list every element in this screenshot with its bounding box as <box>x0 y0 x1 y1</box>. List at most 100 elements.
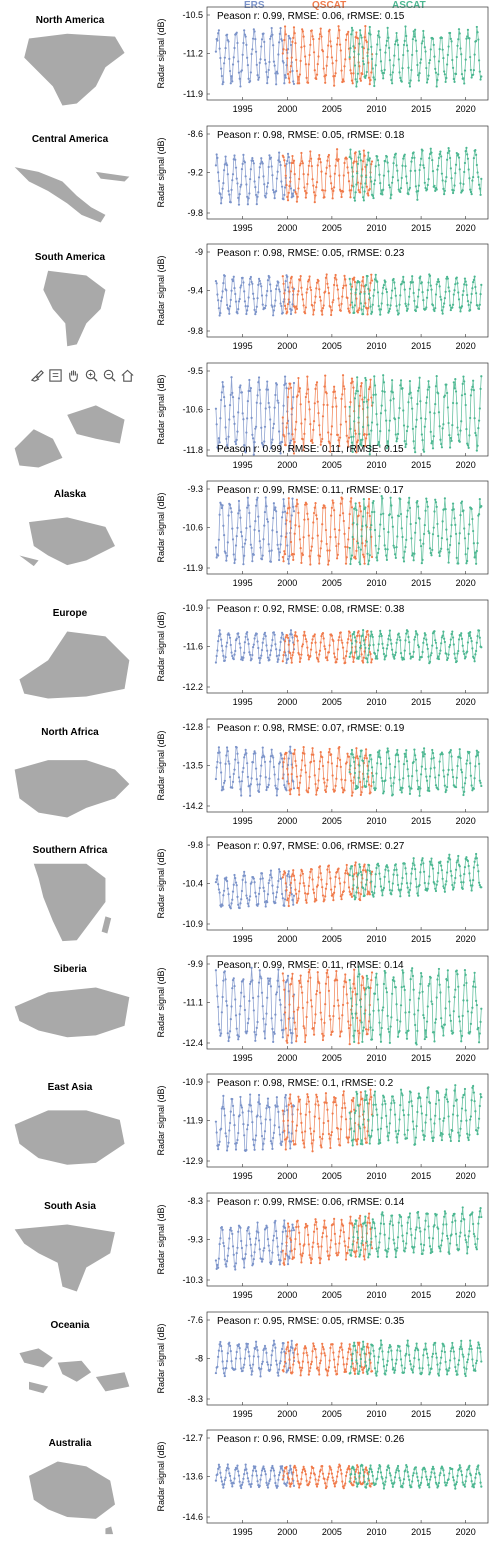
data-point <box>301 1132 303 1134</box>
data-point <box>473 389 475 391</box>
data-point <box>476 305 478 307</box>
data-point <box>359 153 361 155</box>
data-point <box>439 991 441 993</box>
data-point <box>461 305 463 307</box>
data-point <box>408 296 410 298</box>
data-point <box>271 885 273 887</box>
data-point <box>474 432 476 434</box>
data-point <box>225 754 227 756</box>
data-point <box>349 563 351 565</box>
data-point <box>262 1149 264 1151</box>
y-tick-label: -13.5 <box>182 760 203 770</box>
data-point <box>393 282 395 284</box>
data-point <box>387 747 389 749</box>
data-point <box>397 1133 399 1135</box>
data-point <box>268 154 270 156</box>
data-point <box>443 303 445 305</box>
region-map-shape <box>24 34 124 106</box>
data-point <box>311 879 313 881</box>
data-point <box>453 81 455 83</box>
data-point <box>277 282 279 284</box>
data-point <box>360 182 362 184</box>
data-point <box>342 1094 344 1096</box>
data-point <box>340 1116 342 1118</box>
data-point <box>237 1231 239 1233</box>
region-title: South America <box>0 252 140 263</box>
data-point <box>372 1010 374 1012</box>
data-point <box>288 1257 290 1259</box>
data-point <box>439 650 441 652</box>
data-point <box>222 894 224 896</box>
data-point <box>284 1097 286 1099</box>
data-point <box>361 535 363 537</box>
data-point <box>439 1118 441 1120</box>
data-point <box>390 297 392 299</box>
data-point <box>348 1027 350 1029</box>
data-point <box>366 975 368 977</box>
data-point <box>288 757 290 759</box>
data-point <box>350 498 352 500</box>
data-point <box>332 406 334 408</box>
data-point <box>412 1121 414 1123</box>
data-point <box>351 896 353 898</box>
data-point <box>320 1011 322 1013</box>
data-point <box>316 789 318 791</box>
data-point <box>369 297 371 299</box>
data-point <box>367 506 369 508</box>
data-point <box>289 71 291 73</box>
data-point <box>364 545 366 547</box>
data-point <box>254 186 256 188</box>
data-point <box>338 1017 340 1019</box>
data-point <box>259 166 261 168</box>
data-point <box>376 423 378 425</box>
data-point <box>248 197 250 199</box>
data-point <box>261 649 263 651</box>
data-point <box>375 1109 377 1111</box>
data-point <box>242 1112 244 1114</box>
data-point <box>299 279 301 281</box>
data-point <box>425 307 427 309</box>
data-point <box>303 746 305 748</box>
data-point <box>233 658 235 660</box>
data-point <box>460 881 462 883</box>
data-point <box>335 1243 337 1245</box>
data-point <box>239 85 241 87</box>
data-point <box>323 1034 325 1036</box>
data-point <box>298 390 300 392</box>
data-point <box>244 300 246 302</box>
data-point <box>249 390 251 392</box>
data-point <box>404 551 406 553</box>
data-point <box>228 634 230 636</box>
data-point <box>329 877 331 879</box>
data-point <box>217 640 219 642</box>
data-point <box>290 386 292 388</box>
region-map-shape <box>43 271 105 346</box>
data-point <box>452 304 454 306</box>
data-point <box>355 897 357 899</box>
data-point <box>402 971 404 973</box>
data-point <box>391 1214 393 1216</box>
data-point <box>244 875 246 877</box>
data-point <box>453 517 455 519</box>
data-point <box>354 64 356 66</box>
data-point <box>464 278 466 280</box>
data-point <box>292 161 294 163</box>
data-point <box>272 314 274 316</box>
data-point <box>271 165 273 167</box>
data-point <box>330 889 332 891</box>
data-point <box>283 988 285 990</box>
data-point <box>356 376 358 378</box>
data-point <box>343 388 345 390</box>
data-point <box>243 995 245 997</box>
data-point <box>353 50 355 52</box>
data-point <box>267 1098 269 1100</box>
data-point <box>288 905 290 907</box>
data-point <box>222 1242 224 1244</box>
data-point <box>304 1041 306 1043</box>
data-point <box>326 543 328 545</box>
data-point <box>315 899 317 901</box>
data-point <box>338 1242 340 1244</box>
data-point <box>395 433 397 435</box>
data-point <box>396 310 398 312</box>
data-point <box>285 1027 287 1029</box>
